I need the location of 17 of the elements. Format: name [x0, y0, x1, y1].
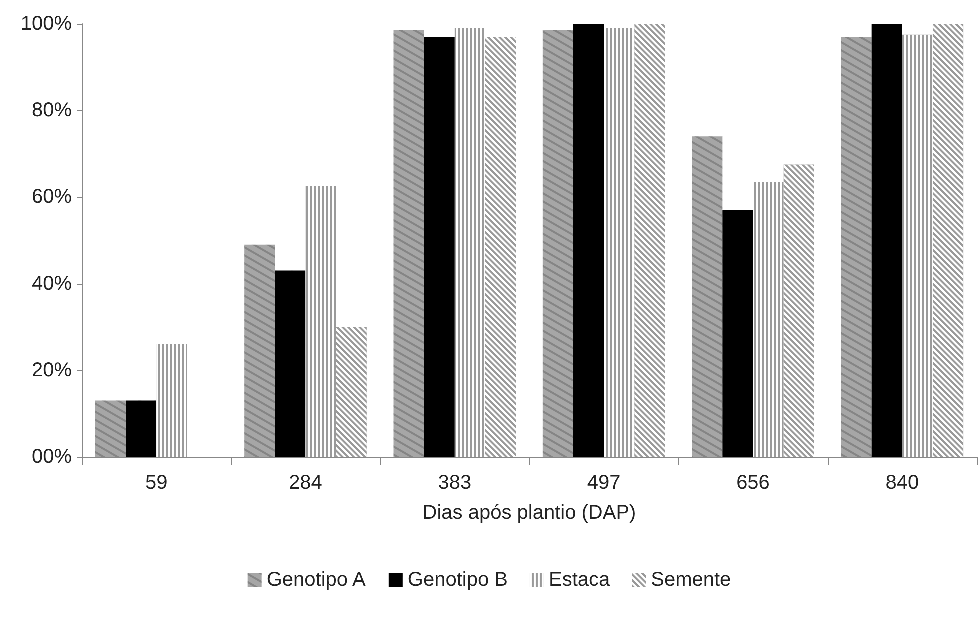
legend-label: Genotipo B — [408, 569, 508, 591]
x-tick-label: 497 — [587, 472, 621, 494]
legend-label: Estaca — [548, 569, 611, 591]
x-tick-label: 656 — [736, 472, 770, 494]
x-axis-title: Dias após plantio (DAP) — [422, 502, 636, 524]
legend-label: Semente — [651, 569, 732, 591]
x-tick-label: 284 — [289, 472, 322, 494]
y-tick-label: 40% — [32, 272, 72, 295]
y-tick-label: 60% — [32, 186, 72, 208]
y-tick-label: 00% — [32, 446, 72, 468]
y-tick-label: 80% — [32, 100, 72, 122]
legend-label: Genotipo A — [266, 569, 366, 591]
x-tick-label: 59 — [145, 472, 168, 494]
x-tick-label: 840 — [886, 472, 920, 494]
x-tick-label: 383 — [438, 472, 472, 494]
y-tick-label: 100% — [20, 13, 72, 35]
y-tick-label: 20% — [32, 359, 72, 382]
